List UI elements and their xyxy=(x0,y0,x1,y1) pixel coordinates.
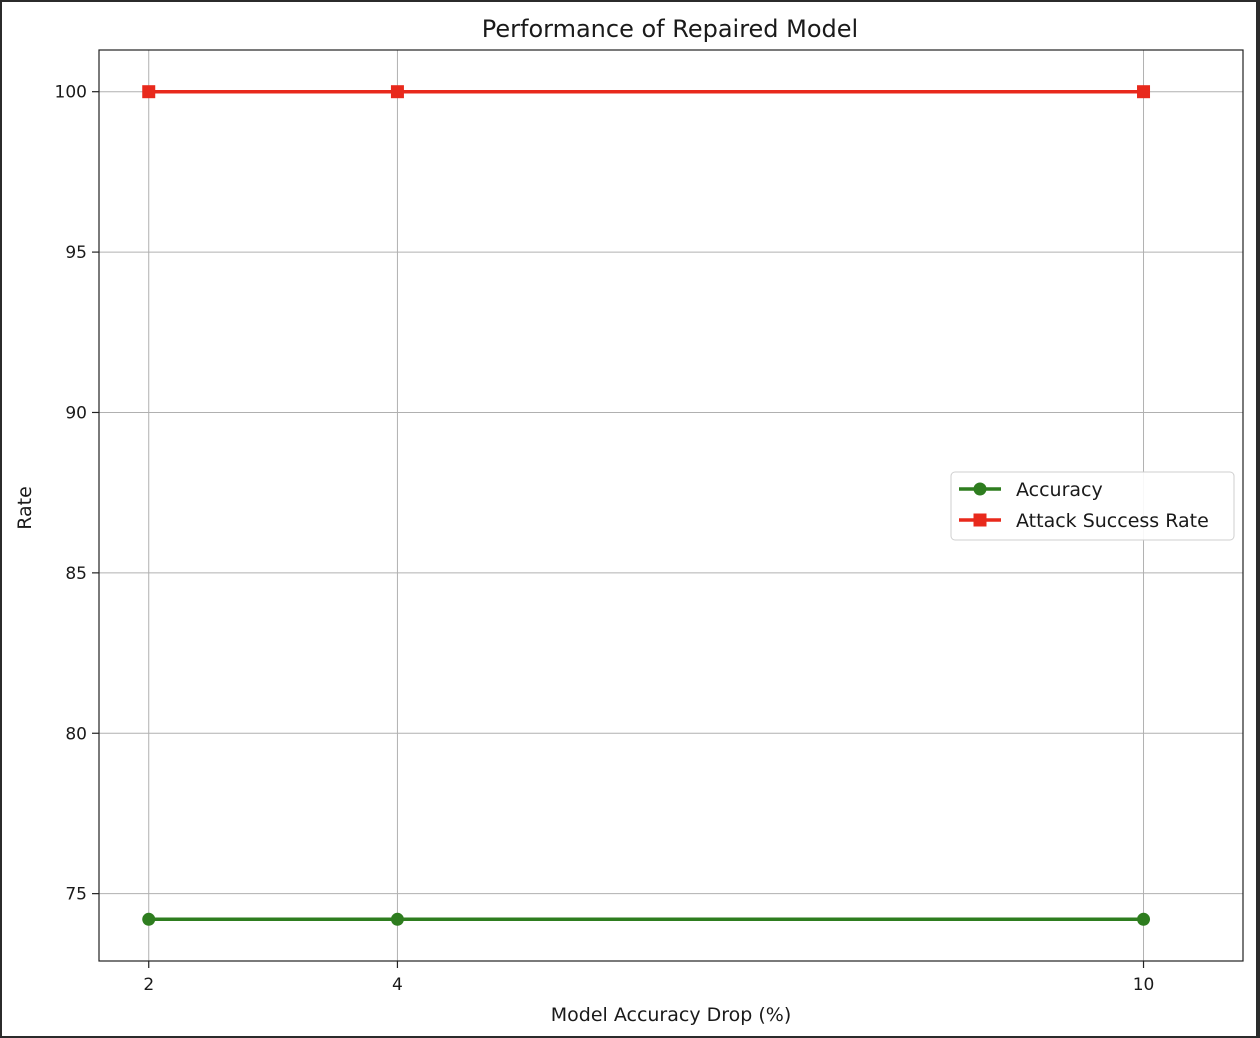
y-tick-label: 100 xyxy=(55,83,87,103)
y-tick-label: 80 xyxy=(65,724,87,744)
series-layer xyxy=(142,85,1151,926)
attack-success-rate-point xyxy=(1137,85,1151,99)
accuracy-point xyxy=(142,912,156,926)
y-axis-label: Rate xyxy=(14,486,36,530)
legend-box xyxy=(950,471,1235,541)
legend-entry-attack-success-rate: Attack Success Rate xyxy=(959,510,1209,532)
y-tick-label: 85 xyxy=(65,564,87,584)
series-attack-success-rate xyxy=(142,85,1151,99)
plot-area-frame xyxy=(98,49,1244,962)
accuracy-point xyxy=(1137,912,1151,926)
legend: Accuracy Attack Success Rate xyxy=(950,471,1235,541)
legend-entries: Accuracy Attack Success Rate xyxy=(959,479,1209,532)
x-tick-label: 10 xyxy=(1133,975,1155,995)
accuracy-point xyxy=(390,912,404,926)
x-axis-label: Model Accuracy Drop (%) xyxy=(551,1004,792,1026)
y-tick-label: 75 xyxy=(65,885,87,905)
axis-ticks: 2 4 10 75 80 85 90 95 100 xyxy=(55,83,1155,995)
chart-title: Performance of Repaired Model xyxy=(482,15,858,43)
y-tick-label: 95 xyxy=(65,243,87,263)
legend-entry-accuracy: Accuracy xyxy=(959,479,1103,501)
attack-success-rate-point xyxy=(390,85,404,99)
y-tick-label: 90 xyxy=(65,403,87,423)
legend-label: Attack Success Rate xyxy=(1016,510,1209,532)
x-tick-label: 4 xyxy=(392,975,403,995)
attack-success-rate-point xyxy=(142,85,156,99)
legend-marker xyxy=(973,513,987,527)
legend-marker xyxy=(973,482,987,496)
legend-label: Accuracy xyxy=(1016,479,1103,501)
series-accuracy xyxy=(142,912,1151,926)
x-tick-label: 2 xyxy=(143,975,154,995)
